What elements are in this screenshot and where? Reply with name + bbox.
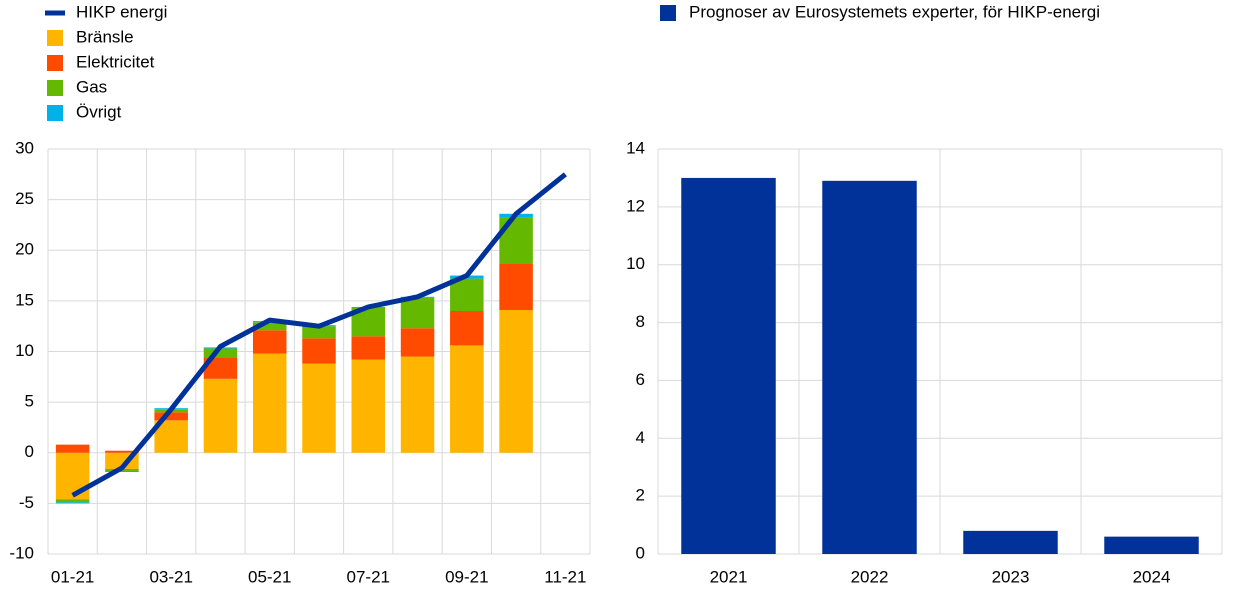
x-tick-label: 05-21 xyxy=(248,567,291,586)
x-tick-label: 2023 xyxy=(992,567,1030,586)
y-tick-label: -5 xyxy=(19,493,34,512)
y-tick-label: 8 xyxy=(636,312,645,331)
bar xyxy=(1104,536,1199,554)
x-tick-label: 11-21 xyxy=(544,567,586,586)
bar xyxy=(450,345,484,453)
x-tick-label: 2021 xyxy=(710,567,748,586)
x-tick-label: 03-21 xyxy=(149,567,192,586)
bar xyxy=(55,444,90,453)
y-tick-label: 6 xyxy=(636,370,645,389)
legend-swatch xyxy=(47,55,63,71)
y-tick-label: 5 xyxy=(25,392,34,411)
legend-label: Elektricitet xyxy=(76,52,155,71)
line xyxy=(71,172,567,498)
y-tick-label: -10 xyxy=(9,543,34,562)
bar xyxy=(351,336,386,360)
x-tick-label: 09-21 xyxy=(445,567,488,586)
bar xyxy=(499,309,533,453)
bar xyxy=(302,363,336,453)
y-tick-label: 0 xyxy=(25,442,34,461)
y-tick-label: 30 xyxy=(15,138,34,157)
bar xyxy=(252,330,287,354)
y-tick-label: 14 xyxy=(626,138,645,157)
bar xyxy=(450,311,484,346)
bar xyxy=(963,530,1058,554)
legend-swatch xyxy=(47,80,63,96)
bar xyxy=(105,450,139,453)
x-tick-label: 2024 xyxy=(1133,567,1171,586)
bar xyxy=(55,452,90,500)
bar xyxy=(302,338,336,364)
y-tick-label: 12 xyxy=(626,196,645,215)
bar xyxy=(400,297,435,329)
bar xyxy=(203,357,238,379)
x-tick-label: 01-21 xyxy=(51,567,94,586)
x-tick-label: 07-21 xyxy=(347,567,390,586)
bar xyxy=(400,328,435,357)
y-tick-label: 10 xyxy=(626,254,645,273)
bar xyxy=(203,348,238,358)
bar xyxy=(499,263,533,310)
bar xyxy=(55,502,90,504)
y-tick-label: 10 xyxy=(15,341,34,360)
legend-label: Övrigt xyxy=(76,102,122,121)
bar xyxy=(681,177,776,554)
bar xyxy=(302,326,336,339)
y-tick-label: 20 xyxy=(15,240,34,259)
legend-label: Gas xyxy=(76,77,107,96)
bar xyxy=(252,353,287,453)
y-tick-label: 0 xyxy=(636,543,645,562)
bar xyxy=(203,378,238,453)
legend-label: Prognoser av Eurosystemets experter, för… xyxy=(689,2,1100,21)
bar xyxy=(351,359,386,453)
legend-swatch xyxy=(47,30,63,46)
y-tick-label: 15 xyxy=(15,290,34,309)
legend-swatch xyxy=(660,5,676,21)
bar xyxy=(154,412,188,421)
bar xyxy=(400,356,435,453)
bar xyxy=(822,180,917,555)
legend-swatch xyxy=(47,105,63,121)
bar xyxy=(55,499,90,503)
bar xyxy=(450,278,484,311)
bar xyxy=(105,470,139,472)
legend-label: Bränsle xyxy=(76,27,134,46)
y-tick-label: 4 xyxy=(636,428,645,447)
y-tick-label: 2 xyxy=(636,486,645,505)
legend-label: HIKP energi xyxy=(76,2,167,21)
y-tick-label: 25 xyxy=(15,189,34,208)
x-tick-label: 2022 xyxy=(851,567,889,586)
bar xyxy=(252,322,287,331)
